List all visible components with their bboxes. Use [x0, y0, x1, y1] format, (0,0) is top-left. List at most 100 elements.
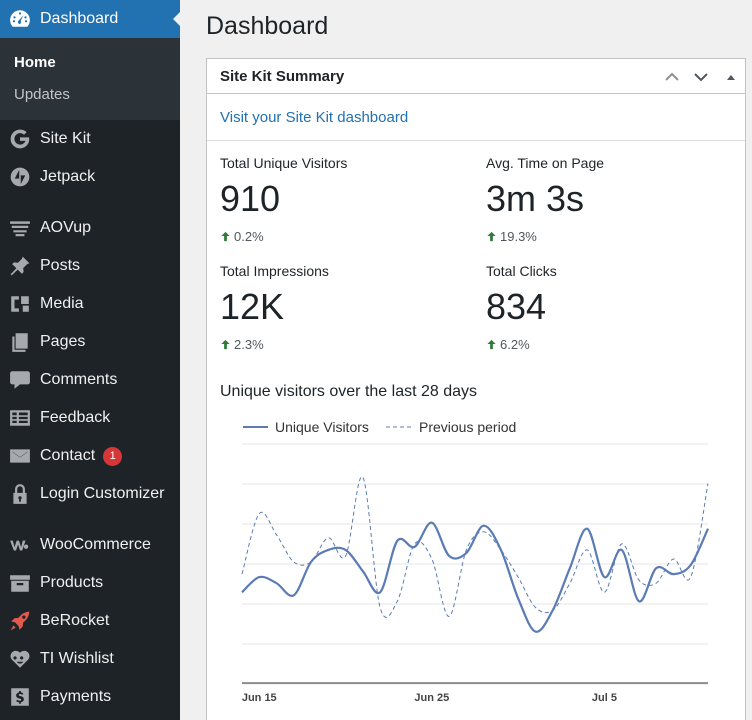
visit-site-kit-dashboard-link[interactable]: Visit your Site Kit dashboard: [220, 108, 409, 126]
sidebar-item-products[interactable]: Products: [0, 564, 180, 602]
move-down-button[interactable]: [687, 59, 715, 94]
notification-count-badge: 1: [103, 446, 123, 466]
page-title: Dashboard: [206, 12, 329, 40]
x-axis-ticks: Jun 15 Jun 25 Jul 5: [242, 692, 617, 704]
sidebar-item-label: Login Customizer: [40, 485, 165, 502]
rocket-icon: [0, 610, 40, 632]
arrow-up-icon: [487, 231, 496, 242]
pushpin-icon: [0, 255, 40, 277]
metric-change: 0.2%: [220, 229, 347, 244]
sidebar-item-pages[interactable]: Pages: [0, 323, 180, 361]
media-icon: [0, 293, 40, 315]
sidebar-item-label: Media: [40, 295, 84, 312]
submenu-item-updates[interactable]: Updates: [14, 85, 70, 103]
padlock-icon: [0, 483, 40, 505]
x-tick-label: Jun 15: [242, 692, 277, 704]
submenu-item-home[interactable]: Home: [14, 53, 56, 71]
metric-change-value: 6.2%: [500, 337, 530, 352]
sidebar-item-dashboard[interactable]: Dashboard: [0, 0, 181, 38]
arrow-up-icon: [487, 339, 496, 350]
metric-avg-time-on-page: Avg. Time on Page 3m 3s 19.3%: [486, 155, 604, 244]
comment-bubble-icon: [0, 369, 40, 391]
metric-label: Total Unique Visitors: [220, 155, 348, 171]
feedback-form-icon: [0, 407, 40, 429]
sidebar-item-media[interactable]: Media: [0, 285, 180, 323]
toggle-panel-button[interactable]: [717, 59, 745, 94]
visit-dashboard-row: Visit your Site Kit dashboard: [207, 94, 745, 141]
sidebar-item-label: Contact: [40, 447, 96, 464]
chevron-up-icon: [665, 72, 679, 81]
metric-total-unique-visitors: Total Unique Visitors 910 0.2%: [220, 155, 347, 244]
sidebar-item-berocket[interactable]: BeRocket: [0, 602, 180, 640]
cart-icon: [0, 217, 40, 239]
envelope-icon: [0, 445, 40, 467]
sidebar-item-site-kit[interactable]: Site Kit: [0, 120, 180, 158]
sidebar-item-jetpack[interactable]: Jetpack: [0, 158, 180, 196]
metric-value: 12K: [220, 286, 285, 327]
sidebar-item-label: Posts: [40, 257, 81, 274]
sidebar-item-label: TI Wishlist: [40, 650, 114, 667]
legend-label-unique-visitors: Unique Visitors: [275, 419, 369, 435]
caret-up-icon: [727, 74, 735, 80]
series-line-previous-period: [241, 476, 709, 618]
jetpack-bolt-icon: [0, 166, 40, 188]
sidebar-item-login-customizer[interactable]: Login Customizer: [0, 475, 180, 513]
metric-value: 834: [486, 286, 547, 327]
sidebar-item-comments[interactable]: Comments: [0, 361, 180, 399]
metric-total-clicks: Total Clicks 834 6.2%: [486, 263, 557, 352]
google-g-icon: [0, 128, 40, 150]
sidebar-item-woocommerce[interactable]: WooCommerce: [0, 526, 180, 564]
metric-value: 3m 3s: [486, 178, 585, 219]
admin-sidebar: Dashboard Home Updates Site Kit Jetpack …: [0, 0, 181, 720]
sidebar-item-posts[interactable]: Posts: [0, 247, 180, 285]
dashboard-submenu: Home Updates: [0, 38, 180, 120]
metric-total-impressions: Total Impressions 12K 2.3%: [220, 263, 329, 352]
legend-label-previous-period: Previous period: [419, 419, 516, 435]
x-tick-label: Jun 25: [414, 692, 449, 704]
chart-title: Unique visitors over the last 28 days: [220, 383, 478, 400]
metric-label: Avg. Time on Page: [486, 155, 605, 171]
metric-change-value: 0.2%: [234, 229, 264, 244]
sidebar-item-label: Feedback: [40, 409, 111, 426]
metric-change: 19.3%: [486, 229, 604, 244]
sidebar-item-contact[interactable]: Contact 1: [0, 437, 180, 475]
metric-change: 6.2%: [486, 337, 557, 352]
site-kit-summary-widget: Site Kit Summary Visit your Site Kit das…: [206, 58, 746, 720]
menu-separator: [0, 513, 180, 526]
sidebar-item-label: Products: [40, 574, 104, 591]
unique-visitors-line-chart: Unique Visitors Previous period Jun 15 Ju…: [241, 419, 709, 704]
chevron-down-icon: [694, 72, 708, 81]
heart-icon: [0, 648, 40, 670]
archive-box-icon: [0, 572, 40, 594]
sidebar-item-label: Dashboard: [40, 10, 119, 27]
metric-label: Total Impressions: [220, 263, 329, 279]
dashboard-gauge-icon: [0, 8, 40, 30]
sidebar-item-payments[interactable]: Payments: [0, 678, 180, 716]
sidebar-item-aovup[interactable]: AOVup: [0, 209, 180, 247]
metric-change: 2.3%: [220, 337, 329, 352]
menu-separator: [0, 196, 180, 209]
widget-header: Site Kit Summary: [207, 59, 745, 94]
dollar-icon: [0, 686, 40, 708]
sidebar-item-label: Payments: [40, 688, 112, 705]
metric-label: Total Clicks: [486, 263, 557, 279]
sidebar-item-label: Comments: [40, 371, 118, 388]
series-line-unique-visitors: [241, 521, 709, 633]
sidebar-item-label: Pages: [40, 333, 86, 350]
chart-legend: Unique Visitors Previous period: [243, 419, 516, 435]
woocommerce-icon: [0, 534, 40, 556]
move-up-button[interactable]: [658, 59, 686, 94]
sidebar-item-feedback[interactable]: Feedback: [0, 399, 180, 437]
sidebar-item-label: Jetpack: [40, 168, 96, 185]
metric-change-value: 19.3%: [500, 229, 537, 244]
arrow-up-icon: [221, 231, 230, 242]
metric-change-value: 2.3%: [234, 337, 264, 352]
chart-gridlines: [242, 443, 708, 685]
arrow-up-icon: [221, 339, 230, 350]
sidebar-item-label: WooCommerce: [40, 536, 151, 553]
sidebar-item-label: Site Kit: [40, 130, 91, 147]
sidebar-item-label: BeRocket: [40, 612, 110, 629]
sidebar-item-ti-wishlist[interactable]: TI Wishlist: [0, 640, 180, 678]
widget-title: Site Kit Summary: [220, 67, 345, 85]
sidebar-item-label: AOVup: [40, 219, 91, 236]
